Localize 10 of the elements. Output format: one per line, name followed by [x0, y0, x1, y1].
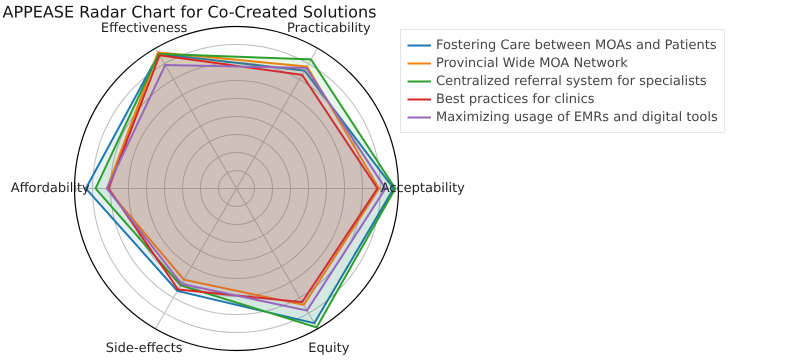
legend-label: Provincial Wide MOA Network: [436, 54, 628, 72]
legend-label: Best practices for clinics: [436, 90, 595, 108]
legend-label: Maximizing usage of EMRs and digital tools: [436, 108, 718, 126]
spoke-label: Side-effects: [106, 340, 183, 356]
chart-title: APPEASE Radar Chart for Co-Created Solutions: [2, 2, 376, 22]
spoke-label: Equity: [308, 340, 350, 356]
legend-label: Centralized referral system for specialists: [436, 72, 707, 90]
spoke-label: Effectiveness: [100, 21, 188, 36]
spoke-label: Practicability: [286, 21, 372, 36]
legend-label: Fostering Care between MOAs and Patients: [436, 36, 717, 54]
